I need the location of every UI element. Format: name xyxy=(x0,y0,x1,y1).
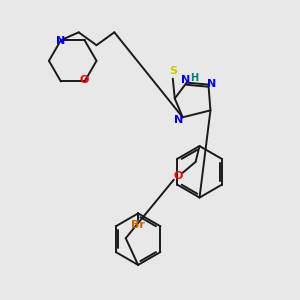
Text: O: O xyxy=(80,75,89,85)
Text: N: N xyxy=(181,75,190,85)
Text: N: N xyxy=(207,79,216,88)
Text: O: O xyxy=(173,171,182,181)
Text: H: H xyxy=(190,73,199,83)
Text: Br: Br xyxy=(131,220,145,230)
Text: N: N xyxy=(174,115,183,125)
Text: N: N xyxy=(56,36,65,46)
Text: S: S xyxy=(169,66,177,76)
